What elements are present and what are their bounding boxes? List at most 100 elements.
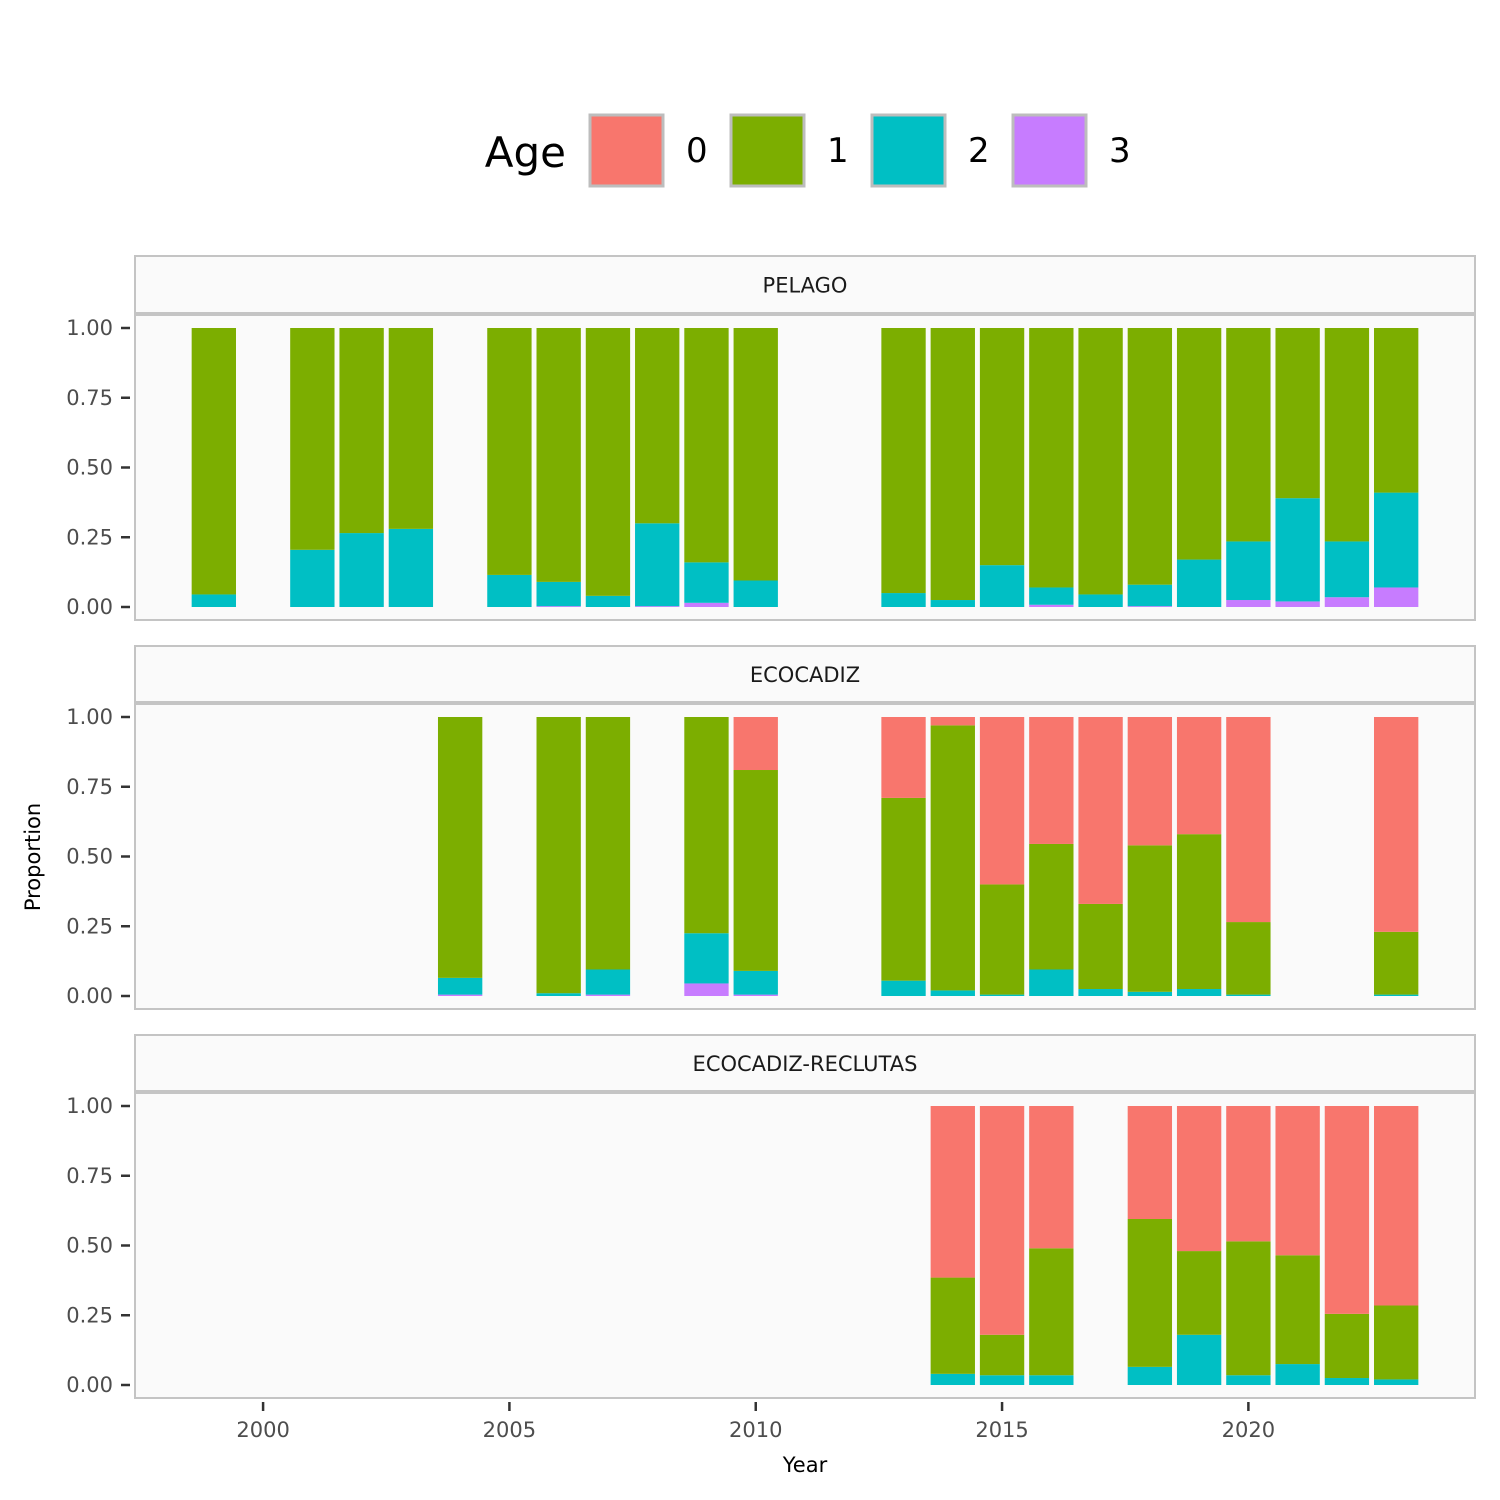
bar-2001-age1 xyxy=(290,328,335,550)
legend-title: Age xyxy=(485,128,566,177)
bar-2016-age0 xyxy=(1029,1106,1074,1249)
facet-panels: PELAGO 0.00 0.25 0.50 0.75 1.00 ECOCADIZ 0.00 0.… xyxy=(66,255,1476,1399)
bar-1999-age1 xyxy=(191,328,236,595)
bar-2023-age3 xyxy=(1374,587,1419,607)
legend-key-age-0 xyxy=(588,113,665,188)
legend-label-age-3: 3 xyxy=(1109,131,1131,171)
bar-2004-age3 xyxy=(437,994,483,996)
bar-1999-age2 xyxy=(191,594,236,607)
bar-2016-age3 xyxy=(1029,604,1074,607)
y-tick-label: 0.25 xyxy=(66,525,113,549)
bar-2009-age1 xyxy=(684,328,729,563)
y-tick-label: 0.50 xyxy=(66,845,113,869)
bar-2015-age1 xyxy=(979,884,1025,995)
bar-2016-age2 xyxy=(1029,1375,1074,1385)
bar-2019-age0 xyxy=(1176,717,1222,835)
bar-2008-age1 xyxy=(635,328,680,524)
bar-2010-age1 xyxy=(733,770,778,971)
x-tick-label: 2000 xyxy=(236,1418,289,1442)
bar-2007-age3 xyxy=(585,994,631,996)
bar-2018-age1 xyxy=(1127,328,1173,585)
bar-2009-age3 xyxy=(684,602,729,607)
bar-2016-age1 xyxy=(1029,1248,1074,1376)
bar-2020-age3 xyxy=(1226,600,1271,607)
bar-2016-age2 xyxy=(1029,587,1074,605)
x-tick-label: 2015 xyxy=(975,1418,1028,1442)
bar-2021-age3 xyxy=(1275,601,1320,607)
y-tick-label: 1.00 xyxy=(66,1094,113,1118)
bar-2019-age2 xyxy=(1176,1334,1222,1385)
legend-key-age-1 xyxy=(729,113,806,188)
bar-2018-age3 xyxy=(1127,606,1173,607)
y-tick-label: 0.75 xyxy=(66,775,113,799)
x-tick-label: 2005 xyxy=(483,1418,536,1442)
bar-2021-age2 xyxy=(1275,498,1320,602)
x-axis-title: Year xyxy=(782,1453,828,1477)
bars xyxy=(191,328,1419,607)
bar-2007-age2 xyxy=(585,969,631,995)
bar-2023-age2 xyxy=(1374,492,1419,588)
legend-key-age-3 xyxy=(1011,113,1088,188)
bar-2022-age2 xyxy=(1324,1378,1370,1385)
plot-background xyxy=(134,1092,1476,1399)
bar-2016-age1 xyxy=(1029,328,1074,588)
bar-2020-age1 xyxy=(1226,922,1271,995)
y-tick-label: 0.00 xyxy=(66,595,113,619)
bars xyxy=(930,1106,1419,1385)
strip-label: ECOCADIZ-RECLUTAS xyxy=(693,1052,918,1076)
bar-2017-age1 xyxy=(1078,328,1123,595)
bar-2022-age2 xyxy=(1324,541,1370,598)
bar-2015-age1 xyxy=(979,1334,1025,1376)
bar-2004-age1 xyxy=(437,717,483,978)
bar-2015-age2 xyxy=(979,1375,1025,1385)
x-tick-label: 2020 xyxy=(1222,1418,1275,1442)
bar-2022-age0 xyxy=(1324,1106,1370,1314)
y-tick-label: 0.75 xyxy=(66,1164,113,1188)
x-tick-label: 2010 xyxy=(729,1418,782,1442)
bar-2006-age1 xyxy=(536,328,581,582)
plot-background xyxy=(134,314,1476,621)
bar-2005-age1 xyxy=(487,328,532,575)
x-axis: 2000 2005 2010 2015 2020 xyxy=(236,1402,1275,1442)
bar-2003-age1 xyxy=(388,328,434,529)
y-axis-title: Proportion xyxy=(21,803,45,911)
bar-2018-age0 xyxy=(1127,1106,1173,1219)
legend-label-age-2: 2 xyxy=(968,131,990,171)
y-tick-label: 1.00 xyxy=(66,705,113,729)
bar-2015-age0 xyxy=(979,717,1025,885)
bar-2013-age1 xyxy=(881,797,926,981)
bar-2010-age2 xyxy=(733,580,778,607)
bar-2020-age0 xyxy=(1226,1106,1271,1242)
bar-2020-age1 xyxy=(1226,328,1271,542)
bar-2021-age1 xyxy=(1275,1255,1320,1365)
bar-2023-age2 xyxy=(1374,994,1419,996)
bar-2020-age0 xyxy=(1226,717,1271,923)
strip-label: ECOCADIZ xyxy=(750,663,860,687)
bar-2017-age2 xyxy=(1078,989,1123,996)
bar-2014-age2 xyxy=(930,600,975,607)
bar-2013-age2 xyxy=(881,593,926,607)
bar-2002-age1 xyxy=(339,328,384,534)
bar-2019-age1 xyxy=(1176,328,1222,560)
bar-2016-age1 xyxy=(1029,843,1074,970)
strip-background xyxy=(134,645,1476,703)
bar-2015-age0 xyxy=(979,1106,1025,1335)
bar-2015-age2 xyxy=(979,565,1025,607)
legend-key-age-2 xyxy=(870,113,947,188)
bar-2014-age1 xyxy=(930,1277,975,1374)
bar-2003-age2 xyxy=(388,528,434,607)
bar-2020-age2 xyxy=(1226,1375,1271,1385)
bar-2023-age1 xyxy=(1374,931,1419,995)
bar-2008-age3 xyxy=(635,606,680,607)
bar-2013-age1 xyxy=(881,328,926,594)
y-tick-label: 0.75 xyxy=(66,386,113,410)
bar-2018-age0 xyxy=(1127,717,1173,846)
bar-2010-age3 xyxy=(733,994,778,996)
bar-2014-age1 xyxy=(930,725,975,991)
bar-2016-age2 xyxy=(1029,969,1074,996)
y-tick-label: 0.50 xyxy=(66,456,113,480)
bar-2015-age1 xyxy=(979,328,1025,566)
bar-2020-age2 xyxy=(1226,541,1271,601)
bar-2019-age0 xyxy=(1176,1106,1222,1252)
